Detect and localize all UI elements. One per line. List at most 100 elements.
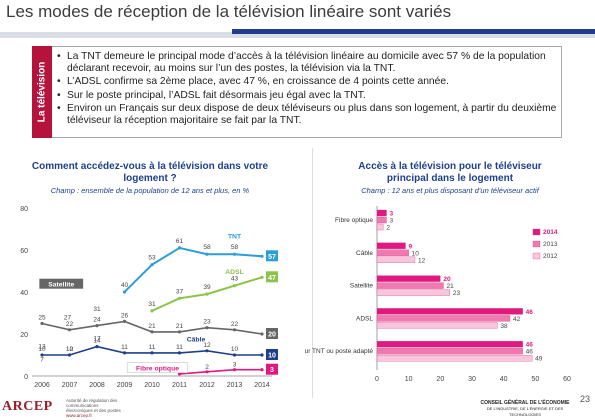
end-badge-label: 47 <box>268 275 276 282</box>
x-tick-label: 2010 <box>144 382 160 389</box>
bar <box>376 322 498 329</box>
bar <box>376 289 450 296</box>
bar <box>376 308 523 315</box>
data-label: 12 <box>203 342 211 349</box>
bar-value-label: 46 <box>526 309 534 316</box>
title-accent-bar <box>232 29 595 34</box>
data-point <box>177 246 182 250</box>
bar-value-label: 3 <box>390 218 394 225</box>
data-point <box>205 349 209 353</box>
category-label: Satellite <box>350 283 374 290</box>
data-point <box>95 345 99 349</box>
bar <box>376 209 387 217</box>
x-tick-label: 2009 <box>117 382 133 389</box>
category-label: Fibre optique <box>335 217 373 224</box>
summary-bullet-3: Sur le poste principal, l’ADSL fait déso… <box>57 90 557 102</box>
bar-value-label: 46 <box>526 342 534 349</box>
end-badge-label: 3 <box>270 367 274 374</box>
series-label: Fibre optique <box>136 366 179 373</box>
left-chart-title: Comment accédez-vous à la télévision dan… <box>31 161 269 184</box>
end-badge <box>266 250 278 262</box>
bar-value-label: 38 <box>500 323 508 330</box>
line-series-tnt <box>123 246 263 293</box>
legend-label: 2013 <box>543 241 558 248</box>
y-tick-label: 80 <box>20 206 28 213</box>
category-label: Décodeur TNT ou poste adapté <box>305 348 373 355</box>
data-label: 40 <box>121 282 129 289</box>
bar <box>376 223 384 231</box>
data-label: 12 <box>66 346 74 353</box>
left-chart-subtitle: Champ : ensemble de la population de 12 … <box>50 186 250 195</box>
data-label: 14 <box>93 338 101 345</box>
data-label: 22 <box>231 321 239 328</box>
summary-side-label: La télévision <box>32 46 52 138</box>
data-point <box>150 263 154 267</box>
bar-value-label: 23 <box>453 290 461 297</box>
data-point <box>260 254 264 258</box>
data-point <box>177 351 182 355</box>
x-tick-label: 30 <box>468 376 476 383</box>
data-label: 21 <box>148 323 156 330</box>
legend-swatch <box>532 228 541 236</box>
x-tick-label: 2006 <box>34 382 50 389</box>
legend-swatch <box>532 240 541 248</box>
bar <box>376 249 409 256</box>
series-label: Câble <box>187 336 206 343</box>
data-point <box>67 353 72 357</box>
series-label: Satellite <box>48 282 74 289</box>
legend-swatch <box>532 252 541 260</box>
data-label: 10 <box>38 346 46 353</box>
data-label: 58 <box>203 244 211 251</box>
x-tick-label: 2008 <box>89 382 105 389</box>
bar-value-label: 3 <box>390 211 394 218</box>
data-point <box>40 321 44 326</box>
bar <box>376 275 441 282</box>
data-label: 31 <box>93 306 101 313</box>
data-label: 37 <box>176 288 184 295</box>
data-point <box>177 296 182 300</box>
bar <box>376 315 511 322</box>
data-point <box>177 330 182 334</box>
x-tick-label: 2007 <box>62 382 78 389</box>
x-tick-label: 2013 <box>227 382 243 389</box>
data-label: 17 <box>93 335 101 342</box>
data-point <box>205 252 209 256</box>
bar-value-label: 9 <box>409 243 413 250</box>
data-point <box>260 332 264 336</box>
data-label: 11 <box>121 344 128 351</box>
cge-logo: CONSEIL GÉNÉRAL DE L’ÉCONOMIE DE L’INDUS… <box>480 400 570 417</box>
data-label: 58 <box>231 244 239 251</box>
page-title: Les modes de réception de la télévision … <box>6 2 452 21</box>
y-tick-label: 60 <box>20 248 28 255</box>
data-label: 26 <box>121 312 129 319</box>
x-tick-label: 50 <box>531 376 539 383</box>
legend-label: 2012 <box>543 253 558 260</box>
data-point <box>232 368 237 372</box>
bar-value-label: 2 <box>386 225 390 232</box>
data-label: 11 <box>176 344 183 351</box>
right-chart-title: Accès à la télévision pour le téléviseur… <box>358 161 542 184</box>
series-label: ADSL <box>225 269 244 276</box>
x-tick-label: 10 <box>405 376 413 383</box>
bar-value-label: 20 <box>443 276 451 283</box>
end-badge-label: 10 <box>268 353 276 360</box>
category-label: ADSL <box>356 315 373 322</box>
end-badge-label: 57 <box>268 254 276 261</box>
data-label: 21 <box>176 323 184 330</box>
panel-divider <box>312 148 313 398</box>
bar-value-label: 42 <box>513 316 521 323</box>
data-label: 2 <box>205 364 209 371</box>
data-point <box>150 351 154 355</box>
bar-value-label: 46 <box>526 349 534 356</box>
data-label: 3 <box>233 362 237 369</box>
data-point <box>122 319 127 323</box>
bar-value-label: 21 <box>447 283 455 290</box>
data-label: 11 <box>149 344 156 351</box>
end-badge-label: 20 <box>268 332 276 339</box>
data-point <box>177 372 182 376</box>
data-label: 10 <box>66 346 74 353</box>
x-tick-label: 20 <box>436 376 444 383</box>
summary-bullet-2: L’ADSL confirme sa 2ème place, avec 47 %… <box>57 76 557 88</box>
